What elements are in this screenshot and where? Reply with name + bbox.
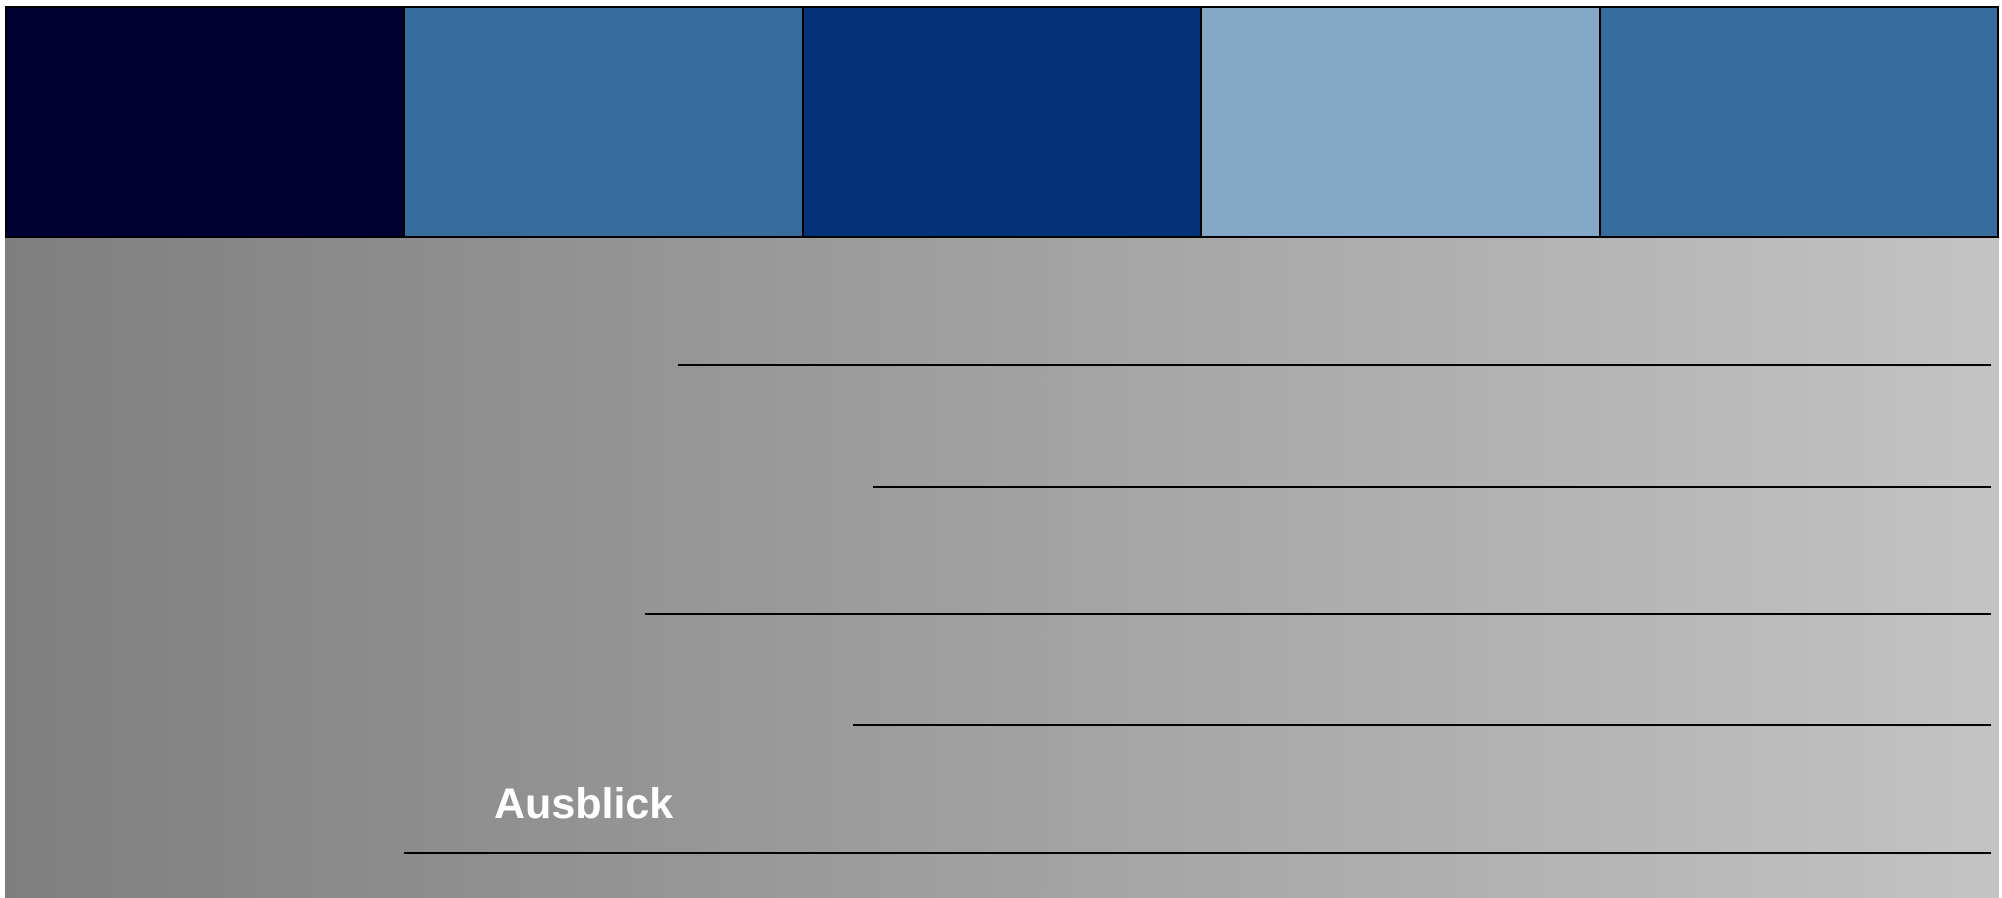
- divider-line-4: [853, 724, 1991, 726]
- header-block-5: [1598, 8, 1998, 236]
- slide: Ausblick: [5, 6, 1999, 898]
- divider-line-2: [873, 486, 1991, 488]
- divider-line-1: [678, 364, 1991, 366]
- section-title: Ausblick: [494, 780, 674, 828]
- header-block-2: [403, 8, 802, 236]
- header-block-3: [801, 8, 1201, 236]
- header-block-4: [1200, 8, 1599, 236]
- divider-line-3: [645, 613, 1991, 615]
- header-block-1: [7, 8, 404, 236]
- color-header-bar: [5, 6, 1999, 238]
- divider-line-5: [404, 852, 1991, 854]
